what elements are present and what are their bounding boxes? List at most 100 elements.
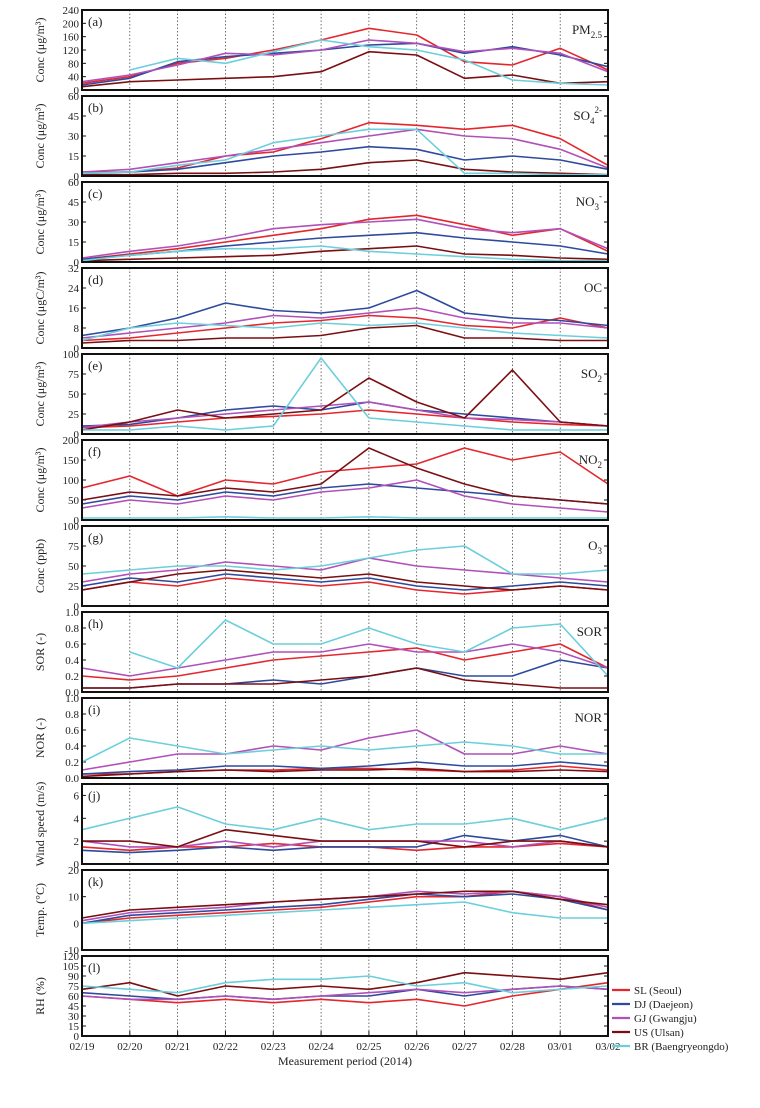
x-tick-label: 02/20	[117, 1041, 143, 1053]
panel-frame	[81, 9, 609, 91]
chart-panel-4: 0 8 16 24 32 (d) OC Conc (μgC/m³)	[33, 263, 609, 355]
panel-frame	[81, 783, 609, 865]
panel-label: (j)	[88, 788, 100, 803]
series-line-dj	[81, 834, 609, 854]
species-name: SOR	[577, 624, 603, 639]
y-tick-label: 200	[63, 18, 80, 30]
series-line-gj	[81, 307, 609, 339]
y-tick-label: 30	[68, 1011, 80, 1023]
y-tick-label: 4	[74, 813, 80, 825]
y-tick-label: 0.8	[65, 709, 79, 721]
y-tick-label: 45	[68, 197, 80, 209]
x-tick-label: 02/28	[500, 1041, 526, 1053]
y-tick-label: 0.0	[65, 687, 79, 699]
panel-label: (l)	[88, 960, 100, 975]
chart-panel-5: 0 25 50 75 100 (e) SO2 Conc (μg/m³)	[33, 349, 609, 441]
y-tick-label: 0	[74, 429, 80, 441]
legend: SL (Seoul) DJ (Daejeon) GJ (Gwangju) US (Ul…	[612, 985, 729, 1053]
series-line-br	[81, 545, 609, 575]
series-line-sl	[81, 981, 609, 1007]
chart-panel-9: 0.0 0.2 0.4 0.6 0.8 1.0 (i) NOR NOR (-)	[33, 693, 609, 785]
series-line-sl	[81, 409, 609, 429]
series-line-us	[81, 767, 609, 778]
y-tick-label: 0.6	[65, 639, 79, 651]
y-tick-label: 60	[68, 991, 80, 1003]
series-line-us	[81, 971, 609, 997]
y-axis-label: Temp. (°C)	[33, 883, 47, 937]
panel-frame	[81, 525, 609, 607]
series-line-sl	[81, 643, 609, 681]
series-line-us	[81, 569, 609, 591]
y-tick-label: 0	[74, 257, 80, 269]
x-axis: 02/19 02/20 02/21 02/22 02/23 02/24 02/25 02/26…	[69, 1031, 621, 1068]
x-tick-label: 02/26	[404, 1041, 430, 1053]
y-axis-label: SOR (-)	[33, 633, 47, 671]
y-axis-label: Conc (μg/m³)	[33, 447, 47, 512]
y-tick-label: 100	[63, 475, 80, 487]
x-tick-label: 02/22	[213, 1041, 238, 1053]
x-tick-label: 02/23	[261, 1041, 287, 1053]
series-line-us	[82, 159, 609, 176]
series-line-sl	[81, 447, 609, 497]
series-line-gj	[81, 479, 609, 513]
x-tick-label: 02/21	[165, 1041, 190, 1053]
series-line-sl	[82, 121, 609, 173]
chart-panel-2: 0 15 30 45 60 (b) SO42- Conc (μg/m³)	[33, 91, 609, 183]
y-tick-label: 0	[74, 171, 80, 183]
panel-label: (h)	[88, 616, 103, 631]
y-tick-label: 100	[63, 349, 80, 361]
y-tick-label: 0.0	[65, 773, 79, 785]
series-line-us	[81, 369, 609, 431]
x-tick-label: 02/19	[69, 1041, 95, 1053]
y-tick-label: 0	[74, 918, 80, 930]
y-axis-label: NOR (-)	[33, 718, 47, 758]
series-line-br	[82, 516, 608, 519]
legend-label: US (Ulsan)	[634, 1027, 684, 1039]
y-tick-label: 0.8	[65, 623, 79, 635]
series-line-gj	[81, 729, 609, 771]
species-name: SO	[573, 108, 590, 123]
y-tick-label: 1.0	[65, 607, 79, 619]
x-tick-label: 03/02	[595, 1041, 620, 1053]
panel-label: (b)	[88, 100, 103, 115]
series-line-us	[81, 50, 609, 88]
series-line-us	[81, 447, 609, 505]
x-tick-label: 02/27	[452, 1041, 478, 1053]
chart-panel-7: 0 25 50 75 100 (g) O3 Conc (ppb)	[33, 521, 609, 613]
y-tick-label: 75	[68, 369, 80, 381]
species-label: O3	[588, 538, 602, 556]
y-tick-label: 45	[68, 1001, 80, 1013]
y-tick-label: 60	[68, 177, 80, 189]
y-tick-label: 0.4	[65, 655, 79, 667]
species-name: OC	[584, 280, 602, 295]
x-tick-label: 02/25	[356, 1041, 382, 1053]
series-line-dj	[81, 893, 609, 925]
y-tick-label: 0	[74, 601, 80, 613]
y-tick-label: 1.0	[65, 693, 79, 705]
y-tick-label: 160	[63, 32, 80, 44]
y-tick-label: 0	[74, 85, 80, 97]
panel-label: (c)	[88, 186, 102, 201]
series-line-us	[81, 245, 609, 262]
y-tick-label: 25	[68, 581, 80, 593]
series-line-sl	[81, 27, 609, 85]
species-superscript: 2-	[595, 105, 603, 115]
y-tick-label: 150	[63, 455, 80, 467]
panel-frame	[81, 439, 609, 521]
panel-label: (a)	[88, 14, 102, 29]
series-line-br	[82, 357, 608, 431]
y-tick-label: 0	[74, 343, 80, 355]
chart-panel-10: 0 2 4 6 (j) Wind speed (m/s)	[33, 782, 609, 871]
series-line-gj	[81, 985, 609, 1001]
species-label: NO2	[579, 452, 602, 470]
y-tick-label: 75	[68, 541, 80, 553]
y-tick-label: 15	[68, 151, 80, 163]
series-line-dj	[81, 573, 609, 591]
y-tick-label: 15	[68, 1021, 80, 1033]
y-axis-label: Conc (μg/m³)	[33, 17, 47, 82]
series-line-br	[129, 619, 609, 677]
panel-frame	[81, 353, 609, 435]
y-tick-label: 100	[63, 521, 80, 533]
species-name: NO	[576, 194, 595, 209]
